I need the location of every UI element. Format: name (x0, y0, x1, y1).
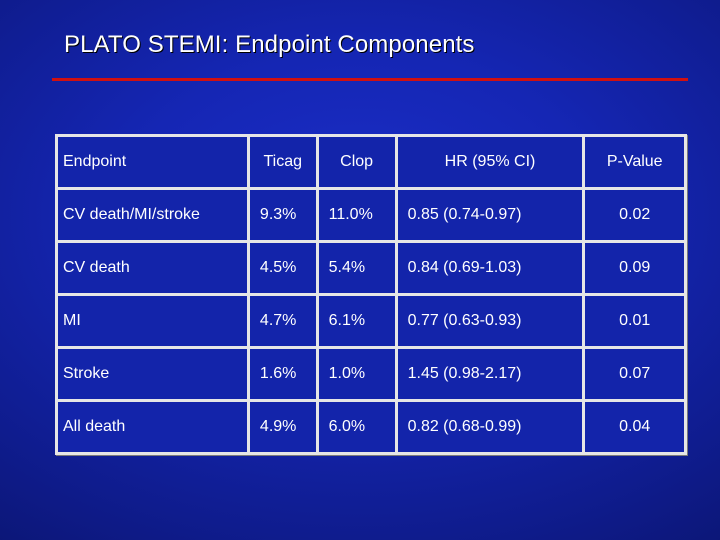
ticag-cell: 4.9% (249, 402, 316, 452)
p-value-cell: 0.02 (585, 190, 684, 240)
endpoint-cell: Stroke (58, 349, 247, 399)
endpoint-table-container: Endpoint Ticag Clop HR (95% CI) P-Value … (55, 134, 687, 455)
clop-cell: 5.4% (318, 243, 395, 293)
clop-cell: 6.1% (318, 296, 395, 346)
table-row: CV death/MI/stroke 9.3% 11.0% 0.85 (0.74… (58, 190, 684, 240)
clop-cell: 6.0% (318, 402, 395, 452)
hr-cell: 0.77 (0.63-0.93) (397, 296, 583, 346)
ticag-cell: 9.3% (249, 190, 316, 240)
ticag-cell: 4.7% (249, 296, 316, 346)
ticag-cell: 4.5% (249, 243, 316, 293)
header-hr: HR (95% CI) (397, 137, 583, 187)
clop-cell: 1.0% (318, 349, 395, 399)
title-underline (52, 78, 688, 81)
header-endpoint: Endpoint (58, 137, 247, 187)
header-p-value: P-Value (585, 137, 684, 187)
endpoint-cell: All death (58, 402, 247, 452)
table-row: All death 4.9% 6.0% 0.82 (0.68-0.99) 0.0… (58, 402, 684, 452)
ticag-cell: 1.6% (249, 349, 316, 399)
clop-cell: 11.0% (318, 190, 395, 240)
hr-cell: 1.45 (0.98-2.17) (397, 349, 583, 399)
slide-title: PLATO STEMI: Endpoint Components (64, 31, 475, 58)
p-value-cell: 0.01 (585, 296, 684, 346)
table-row: MI 4.7% 6.1% 0.77 (0.63-0.93) 0.01 (58, 296, 684, 346)
hr-cell: 0.82 (0.68-0.99) (397, 402, 583, 452)
table-row: Stroke 1.6% 1.0% 1.45 (0.98-2.17) 0.07 (58, 349, 684, 399)
p-value-cell: 0.09 (585, 243, 684, 293)
table-row: CV death 4.5% 5.4% 0.84 (0.69-1.03) 0.09 (58, 243, 684, 293)
hr-cell: 0.84 (0.69-1.03) (397, 243, 583, 293)
hr-cell: 0.85 (0.74-0.97) (397, 190, 583, 240)
header-ticag: Ticag (249, 137, 316, 187)
endpoint-cell: CV death (58, 243, 247, 293)
p-value-cell: 0.04 (585, 402, 684, 452)
header-clop: Clop (318, 137, 395, 187)
endpoint-cell: MI (58, 296, 247, 346)
endpoint-cell: CV death/MI/stroke (58, 190, 247, 240)
p-value-cell: 0.07 (585, 349, 684, 399)
endpoint-components-table: Endpoint Ticag Clop HR (95% CI) P-Value … (55, 134, 687, 455)
table-header-row: Endpoint Ticag Clop HR (95% CI) P-Value (58, 137, 684, 187)
